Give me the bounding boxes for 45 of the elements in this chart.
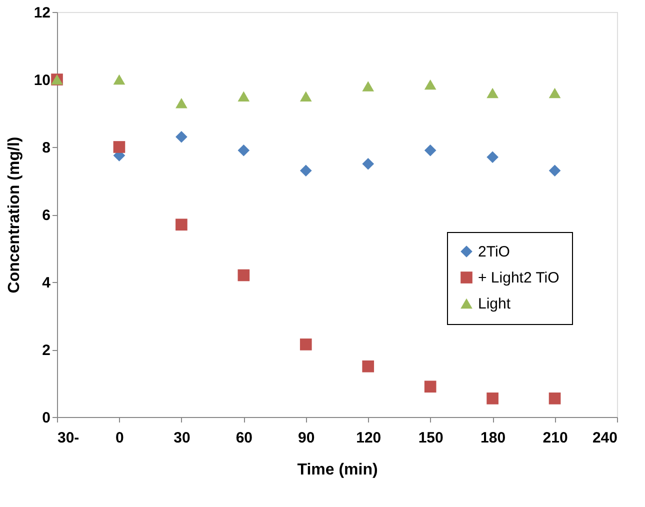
x-tick-label: 30 [174,430,190,446]
x-tick-label: 120 [356,430,382,446]
x-axis-title: Time (min) [297,462,378,478]
point [486,151,498,164]
point [238,269,250,282]
x-tick-label: 240 [592,430,618,446]
point [176,130,188,143]
x-tick-label: 180 [480,430,506,446]
x-tick-label: 60 [236,430,253,446]
point [176,98,188,108]
point [238,91,250,102]
point [548,392,561,404]
point [424,380,436,393]
point [424,144,436,156]
y-tick-label: 10 [34,72,50,89]
y-tick-label: 4 [42,274,52,292]
point [238,144,250,156]
x-tick-label: 210 [542,430,568,446]
y-tick-label: 8 [42,140,50,156]
y-tick-label: 12 [34,4,50,22]
point [362,158,374,170]
legend-label: 2TiO [478,244,510,260]
legend-label: + Light2 TiO [478,270,560,286]
point [362,81,374,92]
point [300,164,312,177]
legend-label: Light [478,296,512,312]
x-tick-label: 150 [418,430,444,446]
y-tick-label: 2 [42,342,50,359]
x-tick-label: 30- [58,430,80,446]
x-tick-label: 0 [116,430,124,446]
point [300,91,312,102]
point [486,88,498,98]
point [113,141,126,153]
point [113,74,126,85]
point [176,218,188,231]
y-tick-label: 0 [42,410,50,426]
y-tick-label: 6 [42,207,50,224]
x-tick-label: 90 [298,430,315,446]
point [300,338,312,350]
y-axis-title: Concentration (mg/l) [6,136,23,294]
point [486,392,498,404]
point [424,79,436,90]
point [548,164,561,177]
point [548,88,561,98]
point [362,360,374,372]
